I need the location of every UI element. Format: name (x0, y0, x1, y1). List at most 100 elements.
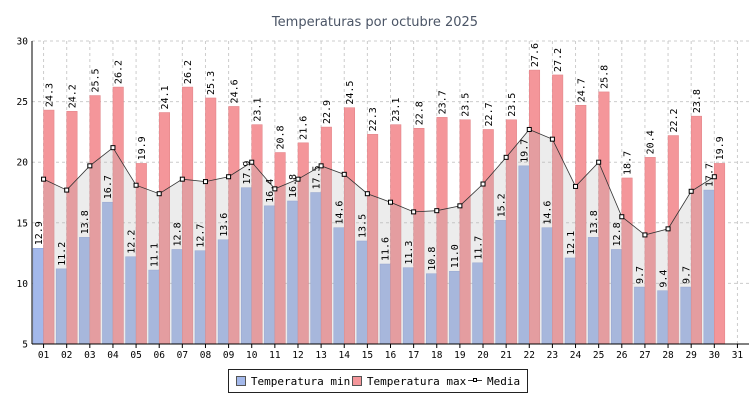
mean-point (87, 163, 93, 169)
mean-point (388, 199, 393, 205)
mean-point (110, 145, 116, 151)
mean-point (526, 126, 532, 132)
mean-area (43, 129, 715, 344)
legend-label-min: Temperatura min (250, 374, 351, 388)
chart-legend: Temperatura min Temperatura max Media (228, 369, 528, 393)
x-tick-label: 20 (477, 350, 489, 361)
data-label-min: 16.4 (265, 179, 276, 203)
legend-item-max: Temperatura max (351, 374, 467, 388)
data-label-max: 19.9 (137, 136, 148, 160)
x-tick-label: 29 (685, 350, 697, 361)
x-tick-label: 16 (385, 350, 397, 361)
data-label-max: 23.1 (391, 98, 402, 122)
data-label-min: 13.6 (219, 213, 230, 237)
mean-point (434, 208, 440, 214)
legend-swatch-min (235, 376, 246, 386)
data-label-min: 13.8 (80, 210, 91, 234)
x-tick-label: 09 (223, 350, 235, 361)
legend-item-mean: Media (467, 375, 520, 388)
x-tick-label: 27 (639, 350, 650, 361)
mean-point (226, 174, 232, 180)
data-label-max: 24.3 (44, 83, 55, 107)
data-label-min: 19.7 (520, 139, 531, 163)
mean-point (688, 188, 694, 194)
x-tick-label: 28 (662, 350, 674, 361)
x-tick-label: 06 (153, 350, 165, 361)
data-label-max: 26.2 (183, 60, 194, 84)
data-label-max: 20.8 (276, 125, 287, 149)
data-label-max: 24.7 (576, 78, 587, 102)
data-label-min: 12.7 (196, 224, 207, 248)
mean-point (295, 176, 301, 182)
data-label-max: 22.3 (368, 107, 379, 131)
mean-point (318, 163, 324, 169)
mean-point (642, 232, 648, 238)
x-tick-label: 15 (362, 350, 373, 361)
y-tick-label: 30 (17, 37, 29, 48)
data-label-min: 12.8 (612, 222, 623, 246)
mean-point (133, 182, 139, 188)
data-label-max: 24.2 (67, 84, 78, 108)
mean-point (249, 159, 255, 165)
data-label-min: 11.3 (404, 241, 415, 265)
legend-swatch-max (351, 376, 362, 386)
x-tick-label: 13 (315, 350, 326, 361)
data-label-min: 17.7 (705, 163, 716, 187)
data-label-min: 12.9 (34, 221, 45, 245)
data-label-max: 23.1 (252, 98, 263, 122)
mean-point (619, 214, 625, 220)
data-label-min: 9.7 (681, 266, 692, 284)
x-tick-label: 24 (570, 350, 582, 361)
data-label-max: 22.2 (669, 108, 680, 132)
data-label-min: 17.5 (311, 165, 322, 189)
mean-point (480, 181, 486, 187)
y-tick-label: 20 (17, 158, 29, 169)
data-label-min: 9.7 (635, 266, 646, 284)
x-tick-label: 23 (547, 350, 558, 361)
data-label-max: 22.7 (484, 102, 495, 126)
mean-point (665, 226, 671, 232)
x-tick-label: 11 (269, 350, 281, 361)
data-label-max: 25.8 (599, 65, 610, 89)
data-label-min: 16.7 (103, 175, 114, 199)
data-label-min: 11.7 (473, 236, 484, 260)
data-label-max: 24.1 (160, 85, 171, 109)
mean-point (272, 186, 278, 192)
x-tick-label: 17 (408, 350, 419, 361)
mean-point (341, 171, 347, 177)
y-tick-label: 5 (22, 340, 28, 351)
data-label-max: 23.8 (692, 89, 703, 113)
data-label-max: 27.2 (553, 48, 564, 72)
x-tick-label: 08 (200, 350, 212, 361)
data-label-max: 27.6 (530, 43, 541, 67)
y-tick-label: 15 (17, 218, 28, 229)
data-label-max: 25.5 (91, 68, 102, 92)
data-label-max: 23.5 (507, 93, 518, 117)
data-label-min: 13.5 (358, 214, 369, 238)
x-tick-label: 07 (177, 350, 188, 361)
data-label-min: 11.0 (450, 244, 461, 268)
mean-point (411, 209, 417, 215)
data-label-min: 11.1 (149, 243, 160, 267)
mean-point (364, 191, 370, 197)
data-label-max: 18.7 (623, 151, 634, 175)
x-tick-label: 18 (431, 350, 443, 361)
mean-point (179, 176, 185, 182)
x-tick-label: 12 (292, 350, 303, 361)
data-label-min: 15.2 (496, 193, 507, 217)
x-tick-label: 14 (339, 350, 351, 361)
legend-label-max: Temperatura max (366, 374, 467, 388)
x-tick-label: 02 (61, 350, 72, 361)
data-label-min: 14.6 (334, 201, 345, 225)
chart-title: Temperaturas por octubre 2025 (271, 15, 479, 30)
data-label-min: 10.8 (427, 247, 438, 271)
bar-max (714, 163, 726, 345)
mean-point (457, 203, 463, 209)
data-label-max: 26.2 (114, 60, 125, 84)
x-tick-label: 31 (732, 350, 744, 361)
data-label-min: 17.9 (242, 161, 253, 185)
mean-point (202, 179, 208, 185)
mean-line (43, 128, 715, 236)
mean-point (156, 191, 162, 197)
